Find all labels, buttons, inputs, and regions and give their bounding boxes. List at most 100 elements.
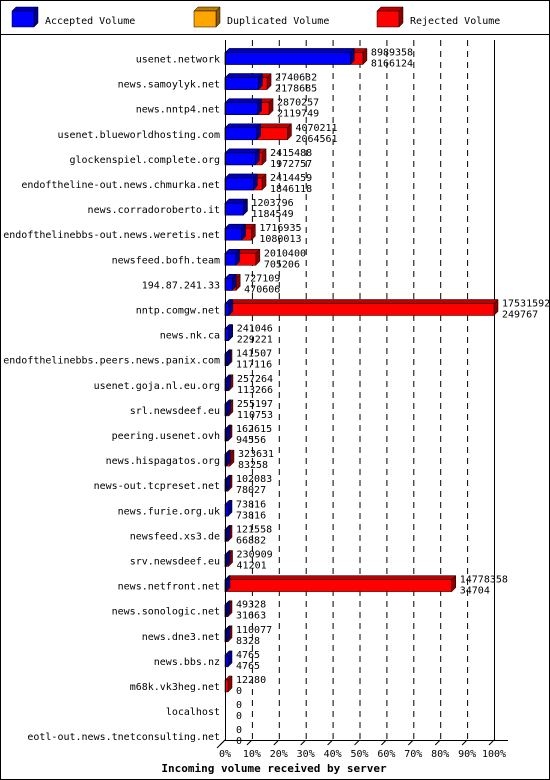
accepted-bar xyxy=(224,223,247,241)
total-volume-label: 4765 xyxy=(236,650,260,661)
total-volume-label: 141507 xyxy=(236,349,272,360)
bar-row: endofthelinebbs.peers.news.panix.com 1415… xyxy=(3,349,272,371)
rejected-bar xyxy=(224,499,233,517)
bar-row: endofthelinebbs-out.news.weretis.net 1716… xyxy=(3,223,301,245)
accepted-bar xyxy=(224,198,248,216)
server-label: m68k.vk3heg.net xyxy=(130,682,220,693)
accepted-volume-label: 8166124 xyxy=(371,59,413,70)
accepted-volume-label: 1184549 xyxy=(251,209,293,220)
server-label: usenet.blueworldhosting.com xyxy=(57,130,220,141)
accepted-bar xyxy=(224,349,232,367)
server-label: endofthelinebbs-out.news.weretis.net xyxy=(3,230,220,241)
x-tick xyxy=(246,739,253,746)
legend-label: Accepted Volume xyxy=(45,16,135,27)
accepted-bar xyxy=(224,173,258,191)
total-volume-label: 1203796 xyxy=(251,198,293,209)
accepted-volume-label: 1080013 xyxy=(259,234,301,245)
accepted-volume-label: 249767 xyxy=(502,310,538,321)
total-volume-label: 4070211 xyxy=(295,123,337,134)
server-label: news.dne3.net xyxy=(142,632,220,643)
x-tick xyxy=(300,739,307,746)
total-volume-label: 121558 xyxy=(236,524,272,535)
accepted-volume-label: 73816 xyxy=(236,510,266,521)
total-volume-label: 257264 xyxy=(237,374,273,385)
server-label: eotl-out.news.tnetconsulting.net xyxy=(27,732,220,743)
legend-label: Rejected Volume xyxy=(410,16,500,27)
server-label: news.furie.org.uk xyxy=(118,506,220,517)
server-label: usenet.network xyxy=(136,55,220,66)
bar-row: localhost 00 xyxy=(166,700,242,722)
server-label: news.corradoroberto.it xyxy=(88,205,220,216)
legend-swatch xyxy=(193,6,221,28)
server-label: news.nk.ca xyxy=(160,331,220,342)
accepted-bar xyxy=(224,273,237,292)
total-volume-label: 12280 xyxy=(236,675,266,686)
accepted-bar xyxy=(224,298,234,317)
server-label: news.netfront.net xyxy=(118,582,220,593)
legend: Accepted Volume Duplicated Volume Rejected… xyxy=(11,6,500,28)
legend-item: Accepted Volume xyxy=(11,6,135,28)
accepted-volume-label: 0 xyxy=(236,686,242,697)
accepted-volume-label: 2064561 xyxy=(295,134,337,145)
server-label: nntp.comgw.net xyxy=(136,306,220,317)
accepted-volume-label: 8328 xyxy=(236,636,260,647)
server-label: newsfeed.bofh.team xyxy=(112,255,220,266)
x-tick xyxy=(273,739,280,746)
server-label: news.samoylyk.net xyxy=(118,80,220,91)
total-volume-label: 1716935 xyxy=(259,223,301,234)
x-tick-label: 70% xyxy=(404,749,422,760)
x-tick-label: 90% xyxy=(458,749,476,760)
accepted-bar xyxy=(224,148,260,166)
rejected-bar xyxy=(224,650,233,668)
legend-item: Duplicated Volume xyxy=(193,6,329,28)
x-tick xyxy=(327,739,333,746)
legend-item: Rejected Volume xyxy=(376,6,500,28)
accepted-bar xyxy=(224,248,241,266)
total-volume-label: 8989358 xyxy=(371,48,413,59)
server-label: news-out.tcpreset.net xyxy=(94,481,220,492)
total-volume-label: 230909 xyxy=(237,550,273,561)
total-volume-label: 323631 xyxy=(238,449,274,460)
accepted-volume-label: 2178685 xyxy=(275,84,317,95)
accepted-volume-label: 94556 xyxy=(236,435,266,446)
legend-label: Duplicated Volume xyxy=(227,16,329,27)
total-volume-label: 241046 xyxy=(237,324,273,335)
server-label: 194.87.241.33 xyxy=(142,280,220,291)
x-tick xyxy=(461,739,468,746)
total-volume-label: 2870257 xyxy=(277,98,319,109)
x-tick xyxy=(354,739,360,746)
legend-swatch xyxy=(376,6,404,28)
server-label: news.sonologic.net xyxy=(112,607,220,618)
server-label: srl.newsdeef.eu xyxy=(130,406,220,417)
x-tick-label: 80% xyxy=(431,749,449,760)
total-volume-label: 727109 xyxy=(244,273,280,284)
server-label: endoftheline-out.news.chmurka.net xyxy=(21,180,220,191)
total-volume-label: 49328 xyxy=(236,600,266,611)
accepted-bar xyxy=(224,123,262,141)
total-volume-label: 2010400 xyxy=(264,248,306,259)
x-axis: 0% 10% 20% 30% 40% 50% 60% 70% 80% 90% 100% xyxy=(216,40,508,760)
total-volume-label: 14778358 xyxy=(460,575,508,586)
grid xyxy=(251,40,495,740)
total-volume-label: 102083 xyxy=(236,474,272,485)
total-volume-label: 73816 xyxy=(236,499,266,510)
accepted-volume-label: 0 xyxy=(236,711,242,722)
x-tick-label: 60% xyxy=(377,749,395,760)
total-volume-label: 17531592 xyxy=(502,299,550,310)
server-label: srv.newsdeef.eu xyxy=(130,557,220,568)
accepted-bar xyxy=(224,98,263,116)
accepted-bar xyxy=(224,47,355,66)
